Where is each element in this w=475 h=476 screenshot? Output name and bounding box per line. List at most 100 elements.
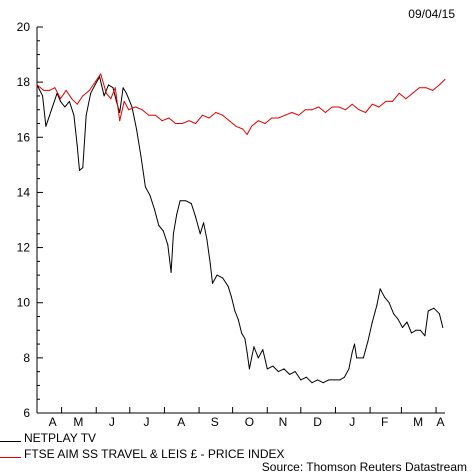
data-point-0 — [379, 288, 381, 290]
data-point-0 — [51, 109, 52, 111]
data-point-1 — [110, 98, 112, 100]
data-point-1 — [345, 109, 346, 111]
data-point-0 — [356, 357, 358, 359]
data-point-0 — [162, 230, 164, 232]
data-point-1 — [298, 114, 300, 116]
y-tick-label: 8 — [23, 351, 30, 365]
data-point-0 — [241, 332, 243, 334]
legend-label-netplay: NETPLAY TV — [24, 431, 97, 445]
data-point-1 — [311, 109, 313, 111]
data-point-0 — [131, 106, 133, 108]
data-point-1 — [242, 128, 244, 130]
x-tick-label: N — [279, 415, 288, 429]
data-point-1 — [119, 120, 121, 122]
data-point-0 — [125, 92, 127, 94]
data-point-0 — [300, 379, 302, 381]
y-tick-label: 6 — [23, 406, 30, 420]
y-tick-label: 10 — [17, 296, 31, 310]
data-point-1 — [277, 117, 279, 119]
data-point-1 — [257, 120, 259, 122]
data-point-0 — [388, 302, 390, 304]
data-point-0 — [328, 379, 330, 381]
data-point-0 — [42, 95, 44, 97]
data-point-1 — [36, 84, 38, 86]
x-tick-label: F — [381, 415, 388, 429]
data-point-0 — [103, 95, 105, 97]
data-point-1 — [114, 87, 116, 89]
data-point-0 — [195, 216, 197, 218]
data-point-0 — [305, 376, 307, 378]
data-point-1 — [215, 112, 217, 113]
data-point-0 — [402, 327, 403, 328]
data-point-1 — [418, 87, 420, 89]
data-point-1 — [331, 106, 333, 108]
data-point-0 — [199, 233, 201, 235]
y-tick-label: 18 — [17, 75, 31, 89]
data-point-1 — [291, 112, 293, 113]
data-point-0 — [289, 373, 291, 375]
data-point-0 — [367, 340, 369, 342]
data-point-0 — [427, 310, 429, 312]
legend: NETPLAY TV FTSE AIM SS TRAVEL & LEIS £ -… — [0, 430, 285, 462]
data-point-1 — [76, 103, 78, 105]
data-point-0 — [433, 307, 435, 309]
data-point-0 — [397, 318, 399, 320]
legend-label-ftse: FTSE AIM SS TRAVEL & LEIS £ - PRICE INDE… — [24, 447, 285, 461]
data-point-1 — [89, 89, 90, 91]
y-tick-label: 16 — [17, 130, 31, 144]
x-tick-label: O — [245, 415, 254, 429]
data-point-1 — [284, 114, 286, 116]
legend-item-ftse: FTSE AIM SS TRAVEL & LEIS £ - PRICE INDE… — [0, 446, 285, 462]
data-point-1 — [304, 109, 306, 111]
data-point-1 — [264, 123, 266, 124]
data-point-0 — [190, 203, 192, 204]
data-point-0 — [322, 382, 324, 384]
data-point-1 — [82, 95, 84, 97]
data-point-0 — [415, 329, 417, 331]
data-point-0 — [179, 200, 181, 202]
data-point-0 — [424, 335, 426, 337]
data-point-0 — [376, 305, 378, 306]
data-point-0 — [140, 156, 142, 158]
data-point-0 — [257, 357, 259, 359]
data-point-0 — [411, 332, 412, 334]
date-label: 09/04/15 — [408, 7, 455, 21]
legend-swatch-netplay — [0, 440, 21, 442]
data-point-1 — [405, 98, 407, 100]
data-point-0 — [60, 100, 61, 102]
data-point-0 — [438, 313, 440, 315]
legend-swatch-ftse — [0, 456, 21, 458]
data-point-1 — [338, 106, 340, 108]
data-point-0 — [339, 379, 341, 381]
x-tick-label: M — [413, 415, 423, 429]
x-tick-label: M — [73, 415, 83, 429]
data-point-1 — [365, 112, 367, 113]
x-tick-label: A — [49, 415, 57, 429]
x-tick-label: J — [109, 415, 115, 429]
data-point-0 — [144, 186, 146, 188]
y-tick-label: 12 — [17, 241, 31, 255]
data-point-0 — [216, 274, 218, 276]
data-point-0 — [442, 327, 444, 328]
data-point-0 — [283, 368, 285, 370]
data-point-1 — [48, 89, 50, 91]
data-point-1 — [148, 114, 150, 116]
data-point-0 — [149, 194, 151, 196]
data-point-0 — [348, 368, 350, 370]
data-point-0 — [153, 208, 155, 210]
data-point-0 — [266, 368, 268, 370]
data-point-0 — [262, 349, 264, 351]
data-point-0 — [272, 365, 274, 367]
data-point-0 — [294, 371, 296, 373]
data-point-1 — [168, 117, 170, 119]
data-point-1 — [398, 92, 400, 94]
y-tick-label: 14 — [17, 185, 31, 199]
legend-item-netplay: NETPLAY TV — [0, 430, 285, 446]
data-point-1 — [175, 123, 177, 124]
data-point-0 — [244, 338, 246, 340]
data-point-0 — [311, 382, 313, 384]
data-point-0 — [333, 379, 335, 381]
data-point-0 — [73, 114, 75, 116]
data-point-1 — [71, 98, 73, 100]
